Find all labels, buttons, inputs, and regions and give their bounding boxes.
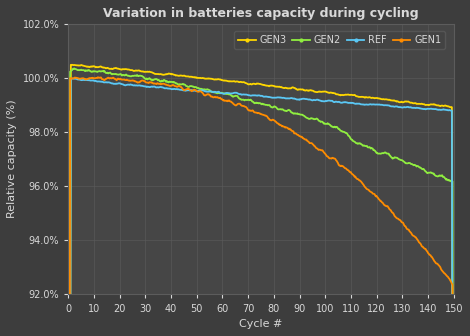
GEN3 <box>356 95 362 99</box>
GEN3 <box>241 80 246 84</box>
Line: GEN2: GEN2 <box>68 68 454 336</box>
GEN3 <box>68 63 74 67</box>
Line: GEN1: GEN1 <box>68 77 454 336</box>
REF <box>165 86 171 90</box>
GEN2 <box>165 80 171 84</box>
Title: Variation in batteries capacity during cycling: Variation in batteries capacity during c… <box>103 7 419 20</box>
GEN1 <box>356 178 362 182</box>
Y-axis label: Relative capacity (%): Relative capacity (%) <box>7 100 17 218</box>
GEN1 <box>241 104 246 108</box>
Line: GEN3: GEN3 <box>68 65 454 336</box>
GEN2 <box>323 122 329 126</box>
REF <box>241 92 246 96</box>
GEN1 <box>134 80 140 84</box>
GEN2 <box>241 97 246 101</box>
GEN2 <box>134 73 140 77</box>
GEN3 <box>323 90 329 94</box>
REF <box>69 77 75 81</box>
GEN1 <box>293 132 299 136</box>
GEN2 <box>71 66 77 70</box>
X-axis label: Cycle #: Cycle # <box>239 319 283 329</box>
GEN2 <box>356 141 362 145</box>
GEN3 <box>293 87 299 91</box>
Line: REF: REF <box>68 79 454 336</box>
GEN1 <box>95 75 101 79</box>
REF <box>356 101 362 106</box>
REF <box>323 99 329 103</box>
GEN2 <box>293 112 299 116</box>
Legend: GEN3, GEN2, REF, GEN1: GEN3, GEN2, REF, GEN1 <box>234 32 445 49</box>
REF <box>293 97 299 101</box>
REF <box>134 84 140 88</box>
GEN3 <box>165 72 171 76</box>
GEN1 <box>165 83 171 87</box>
GEN1 <box>323 154 329 158</box>
GEN3 <box>134 69 140 73</box>
